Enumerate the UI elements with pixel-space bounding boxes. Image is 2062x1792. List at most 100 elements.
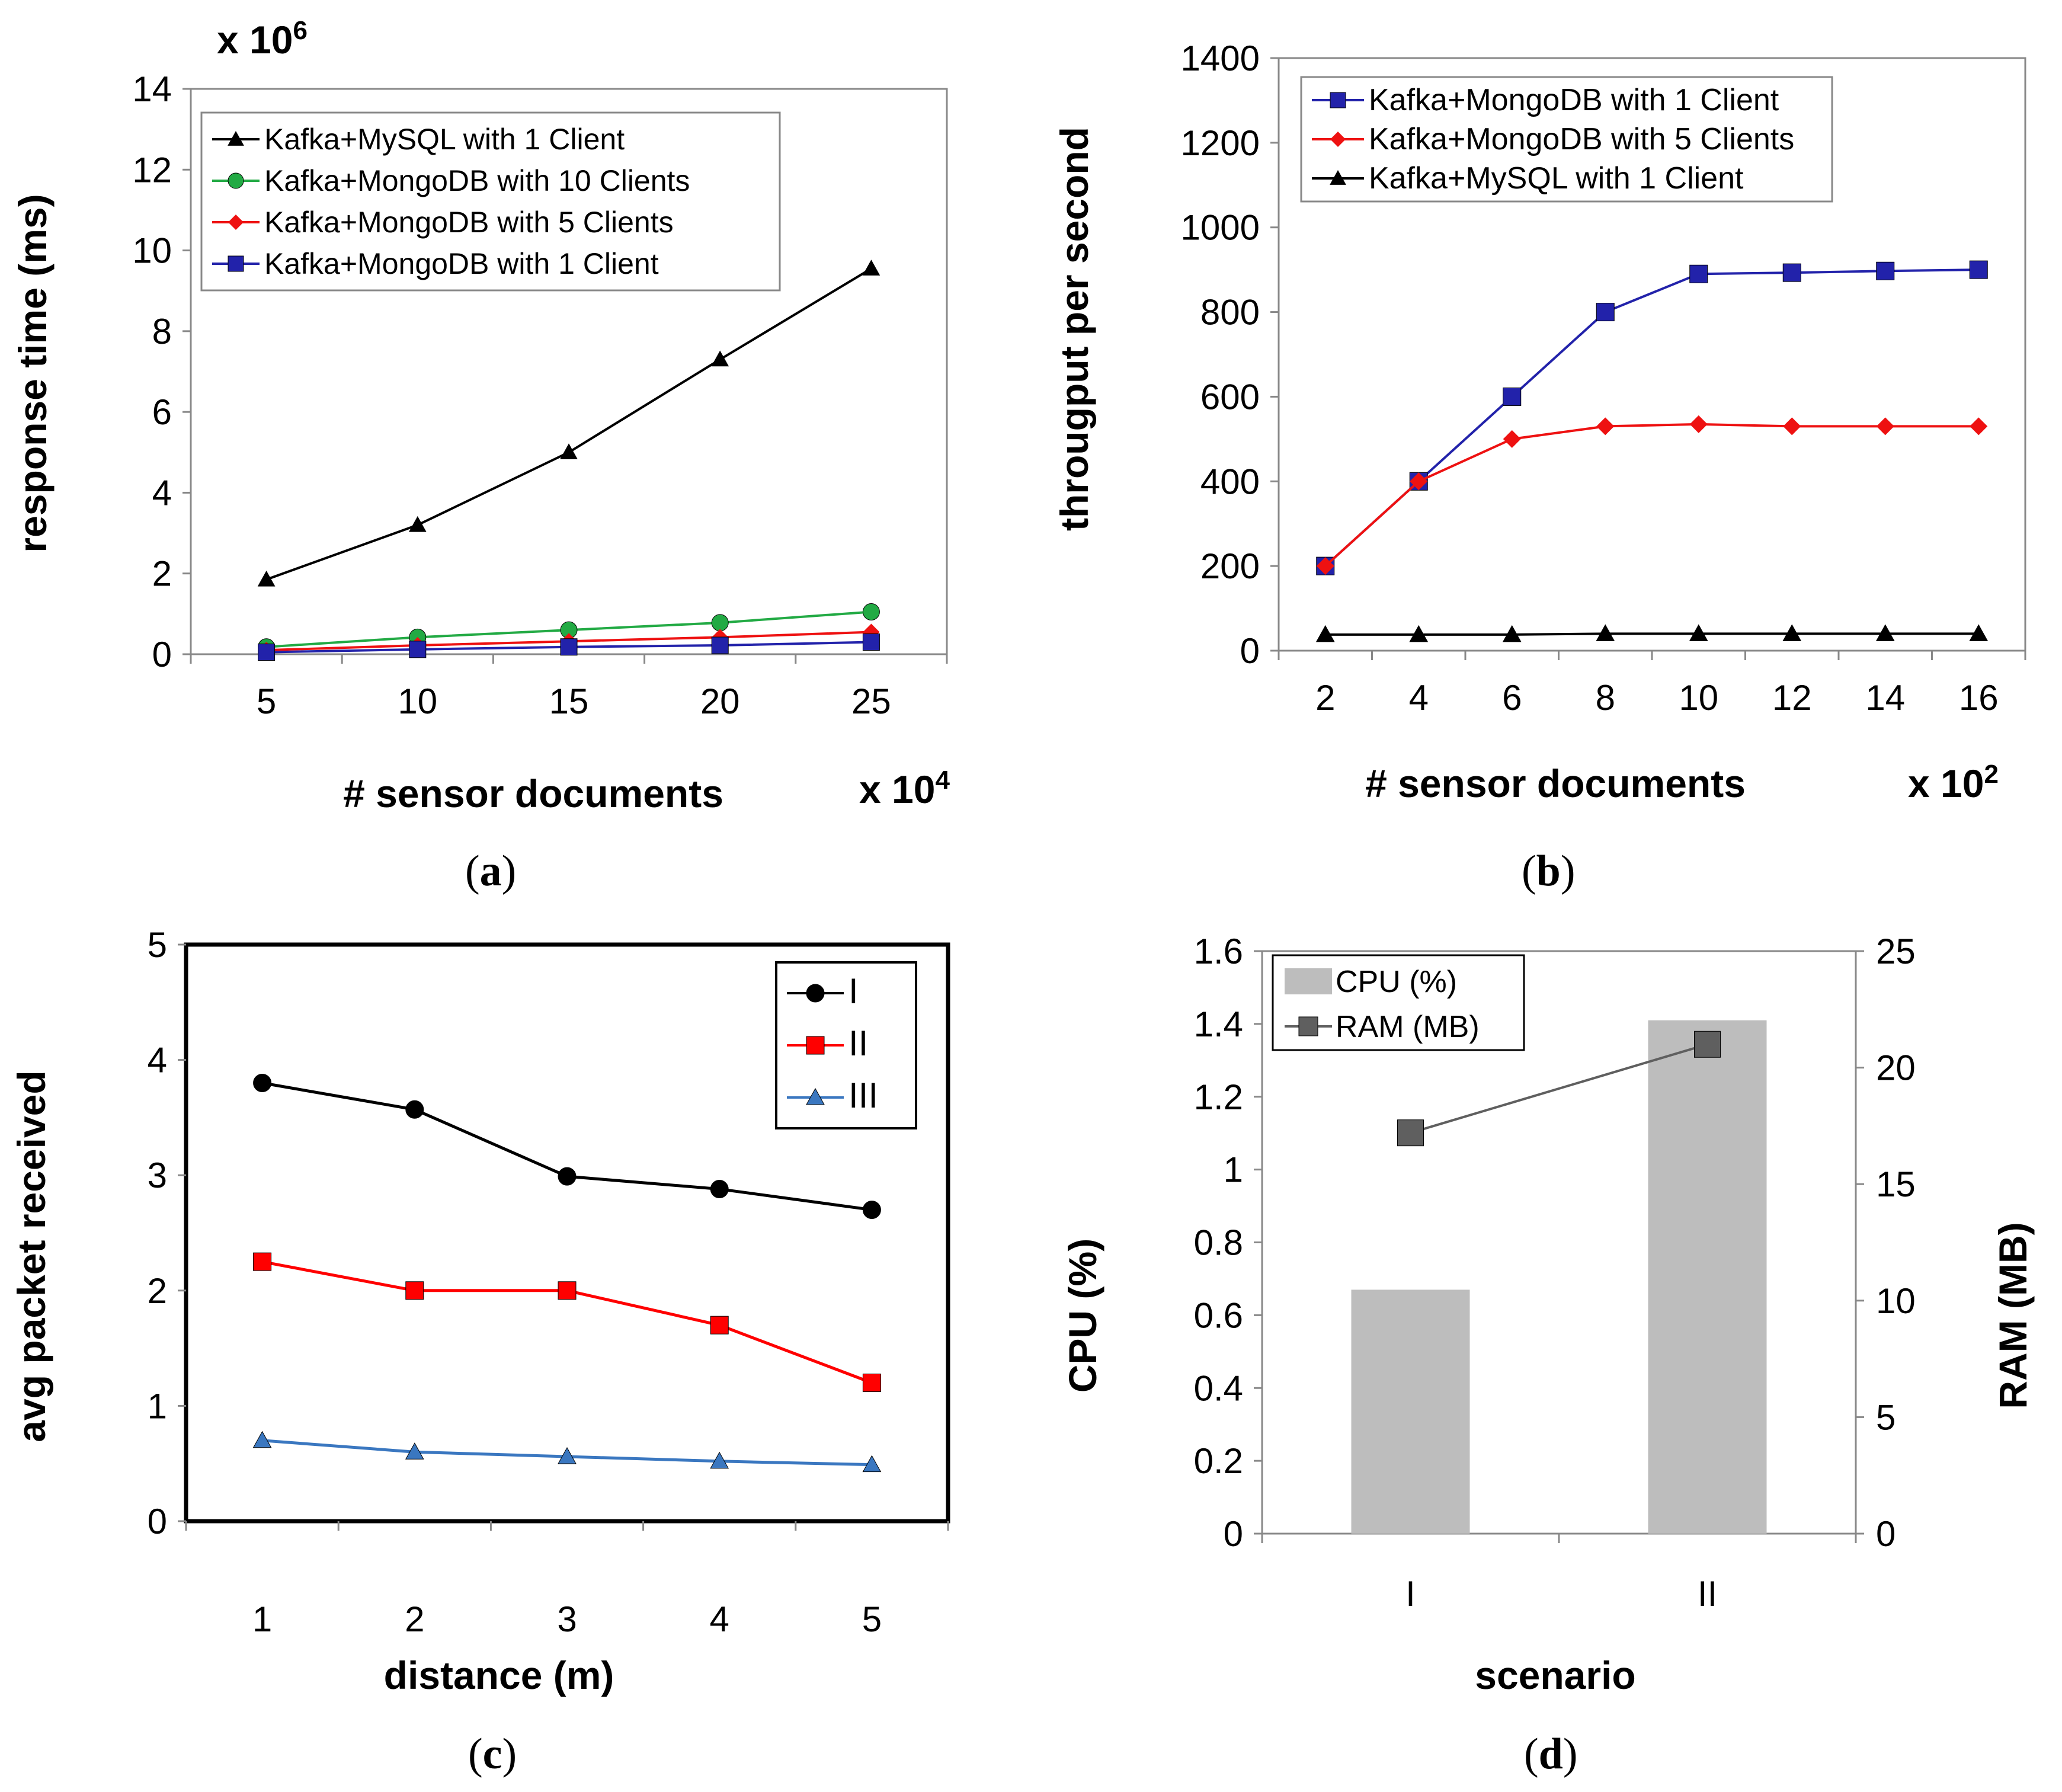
y-tick-label: 0: [1224, 1514, 1243, 1554]
chart-b-throughput: 0 200 400 600 800 1000 1200 1400 2 4 6 8 10 12 14 16 # s…: [1052, 39, 2026, 805]
y-tick-label: 1.4: [1194, 1004, 1243, 1044]
data-point: [253, 1074, 272, 1093]
series-line: [262, 1260, 873, 1384]
data-point: [405, 1100, 424, 1119]
x-tick-label: 20: [700, 681, 740, 721]
data-point: [1596, 417, 1615, 436]
x-multiplier: x 104: [859, 766, 950, 811]
legend-marker: [1330, 92, 1346, 108]
x-tick-label: 4: [710, 1599, 729, 1639]
caption-c: (c): [468, 1730, 517, 1778]
x-tick-label: 1: [252, 1599, 272, 1639]
data-point: [1596, 624, 1615, 641]
legend-box: [1300, 76, 1833, 203]
data-point: [1689, 264, 1708, 283]
legend-marker: [806, 1036, 825, 1055]
data-point: [257, 570, 276, 587]
data-point: [409, 641, 427, 658]
data-point: [1876, 261, 1895, 280]
data-point: [711, 614, 729, 632]
x-axis-label: distance (m): [384, 1653, 614, 1697]
y-tick-label: 12: [132, 150, 172, 190]
y-tick-label: 600: [1200, 377, 1260, 417]
legend-marker: [228, 172, 244, 189]
x-tick-label: 2: [1315, 678, 1335, 718]
data-point: [1969, 624, 1989, 641]
y-axis-label: response time (ms): [11, 194, 55, 552]
series-line: [1325, 632, 1979, 636]
x-tick-label: 25: [851, 681, 891, 721]
data-point: [711, 350, 729, 367]
y-tick-label: 3: [148, 1156, 167, 1195]
data-point: [710, 1451, 729, 1469]
data-point: [560, 443, 578, 459]
data-point: [862, 603, 880, 620]
x-axis-label: # sensor documents: [1365, 761, 1746, 805]
data-point: [1689, 624, 1708, 641]
data-point: [1409, 625, 1429, 642]
legend-label: Kafka+MongoDB with 10 Clients: [264, 164, 690, 197]
x-multiplier-exponent: 4: [935, 766, 950, 795]
series-line: [1324, 423, 1979, 567]
legend-marker: [806, 1087, 825, 1105]
legend-box: [200, 111, 781, 292]
y-axis-label: avg packet received: [9, 1070, 53, 1442]
legend-label: Kafka+MongoDB with 5 Clients: [264, 206, 674, 239]
legend-marker-ram: [1298, 1016, 1318, 1036]
legend-marker: [228, 255, 244, 272]
data-point: [862, 1373, 881, 1392]
y2-tick-label: 5: [1876, 1397, 1895, 1437]
x-axis-label: # sensor documents: [343, 772, 723, 815]
data-point: [558, 1167, 577, 1186]
y-tick-label: 800: [1200, 293, 1260, 332]
x-multiplier: x 102: [1908, 760, 1999, 805]
y2-tick-label: 15: [1876, 1164, 1916, 1204]
x-tick-label: 6: [1502, 678, 1522, 718]
y-tick-label: 0.2: [1194, 1441, 1243, 1481]
x-multiplier-base: x 10: [859, 767, 935, 811]
x-tick-label: I: [1405, 1574, 1416, 1614]
data-point: [558, 1447, 577, 1464]
cpu-bar: [1648, 1020, 1767, 1534]
x-multiplier-base: x 10: [1908, 761, 1984, 805]
data-point: [1316, 557, 1334, 575]
caption-d: (d): [1524, 1730, 1578, 1778]
x-tick-label: 10: [1679, 678, 1718, 718]
series-line: [1324, 268, 1979, 567]
data-point: [1782, 263, 1801, 282]
y-tick-label: 14: [132, 69, 172, 109]
y-tick-label: 1200: [1181, 123, 1260, 163]
data-point: [1875, 624, 1895, 641]
y-tick-label: 0.8: [1194, 1223, 1243, 1263]
x-tick-label: 5: [862, 1599, 882, 1639]
x-tick-label: 2: [405, 1599, 424, 1639]
legend-marker: [806, 984, 825, 1003]
y2-tick-label: 20: [1876, 1048, 1916, 1088]
ram-point: [1694, 1031, 1721, 1058]
legend-label: CPU (%): [1336, 965, 1457, 999]
data-point: [1783, 417, 1801, 436]
x-tick-label: 5: [257, 681, 276, 721]
data-point: [1502, 625, 1522, 642]
x-tick-label: 15: [549, 681, 589, 721]
y-tick-label: 1400: [1181, 39, 1260, 78]
y-multiplier-base: x 10: [217, 18, 293, 62]
caption-a: (a): [465, 847, 517, 895]
series-line: [265, 267, 872, 581]
y-tick-label: 6: [152, 392, 172, 432]
data-point: [862, 1455, 882, 1473]
legend-label: III: [849, 1076, 878, 1115]
y2-tick-label: 10: [1876, 1281, 1916, 1321]
data-point: [862, 633, 880, 651]
data-point: [1969, 260, 1988, 279]
y-tick-label: 0: [1240, 631, 1260, 671]
legend-label: Kafka+MySQL with 1 Client: [264, 123, 625, 156]
x-tick-label: 14: [1865, 678, 1905, 718]
y2-tick-label: 0: [1876, 1514, 1895, 1554]
data-point: [862, 1201, 881, 1220]
y-tick-label: 1.2: [1194, 1077, 1243, 1117]
y-tick-label: 5: [148, 925, 167, 965]
y-tick-label: 0.4: [1194, 1368, 1243, 1408]
legend-label: Kafka+MongoDB with 1 Client: [1369, 83, 1779, 117]
